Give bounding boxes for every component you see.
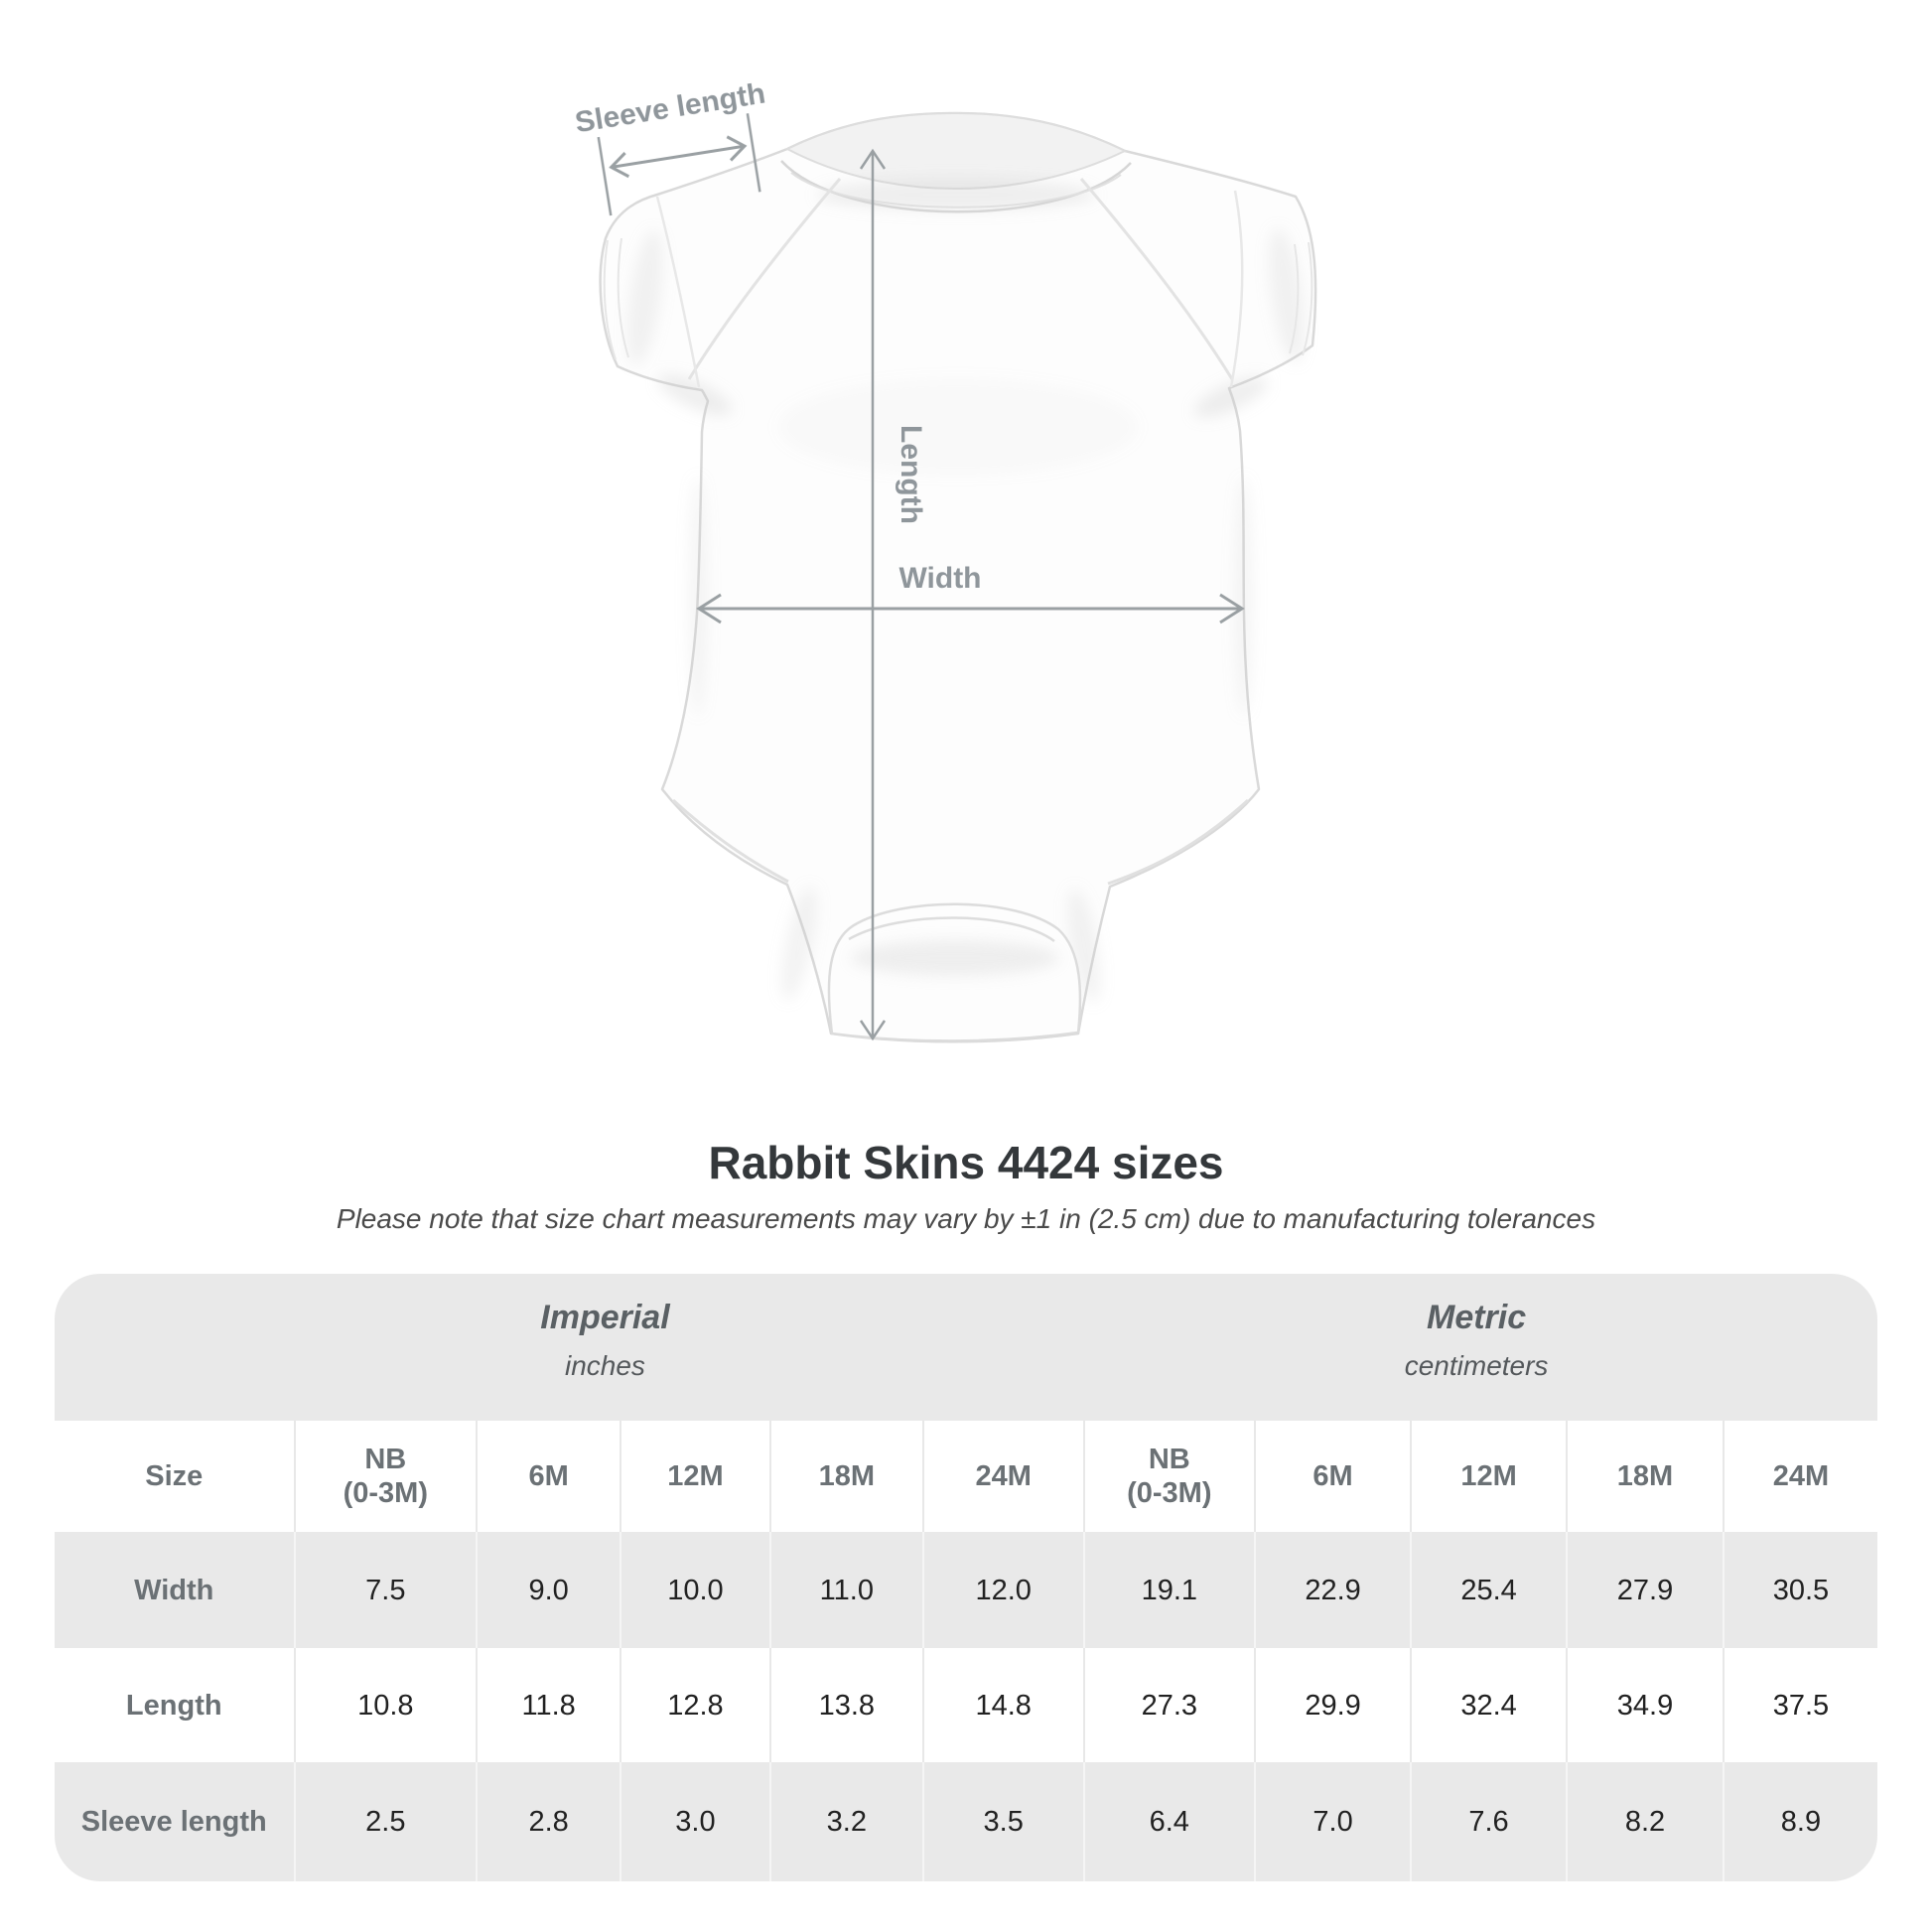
col-header-label: 24M <box>975 1460 1032 1492</box>
table-row-width: Width 7.5 9.0 10.0 11.0 12.0 19.1 22.9 2… <box>55 1532 1877 1648</box>
col-header-label: NB <box>1148 1444 1190 1475</box>
width-arrow <box>696 593 1245 624</box>
length-label: Length <box>895 425 927 524</box>
width-label: Width <box>898 562 981 595</box>
col-header-label: 24M <box>1772 1460 1830 1492</box>
metric-group-label: Metric <box>1427 1299 1527 1336</box>
col-header-label: Size <box>145 1460 204 1492</box>
value-cell: 11.0 <box>768 1532 922 1648</box>
value-cell: 8.9 <box>1722 1762 1877 1881</box>
value-cell: 22.9 <box>1254 1532 1410 1648</box>
page-title: Rabbit Skins 4424 sizes <box>708 1137 1224 1188</box>
sleeve-cuff-right <box>1289 241 1313 356</box>
col-header: 18M <box>768 1421 922 1532</box>
col-header: 24M <box>921 1421 1083 1532</box>
crotch-flap-shadow <box>851 940 1059 976</box>
length-arrow <box>859 148 887 1041</box>
value-cell: 3.5 <box>921 1762 1083 1881</box>
column-header-row: Size NB (0-3M) 6M 12M 18M 24M NB (0-3M) 6M… <box>55 1421 1877 1532</box>
row-label: Sleeve length <box>80 1806 267 1838</box>
bodysuit-illustration: Sleeve length Length Width <box>573 76 1317 1043</box>
value-cell: 34.9 <box>1566 1648 1723 1762</box>
width-annotation: Width <box>696 562 1245 624</box>
col-header: 12M <box>620 1421 769 1532</box>
col-header-label: NB <box>364 1444 407 1475</box>
value-cell: 25.4 <box>1410 1532 1566 1648</box>
leg-binding-right <box>1107 798 1250 886</box>
envelope-seam-right <box>1079 178 1234 380</box>
col-header: 18M <box>1566 1421 1723 1532</box>
value-cell: 6.4 <box>1082 1762 1255 1881</box>
neckline-binding <box>780 160 1132 213</box>
value-cell: 13.8 <box>768 1648 922 1762</box>
col-header: NB (0-3M) <box>293 1421 477 1532</box>
col-header: 6M <box>1254 1421 1410 1532</box>
value-cell: 10.8 <box>293 1648 477 1762</box>
value-cell: 7.0 <box>1254 1762 1410 1881</box>
value-cell: 19.1 <box>1082 1532 1255 1648</box>
value-cell: 3.0 <box>620 1762 769 1881</box>
table-row-length: Length 10.8 11.8 12.8 13.8 14.8 27.3 29.… <box>55 1648 1877 1762</box>
value-cell: 32.4 <box>1410 1648 1566 1762</box>
value-cell: 10.0 <box>620 1532 769 1648</box>
imperial-group-header: Imperial inches <box>540 1298 669 1383</box>
value-cell: 3.2 <box>768 1762 922 1881</box>
value-cell: 30.5 <box>1722 1532 1877 1648</box>
col-header-label: 18M <box>1616 1460 1674 1492</box>
value-cell: 7.5 <box>293 1532 477 1648</box>
metric-group-unit: centimeters <box>1404 1350 1549 1381</box>
envelope-seam-left <box>687 178 842 380</box>
fabric-shading <box>627 179 1305 1003</box>
value-cell: 11.8 <box>476 1648 620 1762</box>
leg-binding-left <box>671 798 789 884</box>
size-chart-table: Imperial inches Metric centimeters Size … <box>55 1274 1877 1881</box>
value-cell: 9.0 <box>476 1532 620 1648</box>
sleeve-length-label: Sleeve length <box>573 76 767 139</box>
col-header: 12M <box>1410 1421 1566 1532</box>
row-label: Width <box>134 1574 214 1606</box>
row-label: Length <box>125 1689 222 1722</box>
col-header-size: Size <box>55 1421 294 1532</box>
armhole-seam-left <box>655 196 701 388</box>
value-cell: 27.3 <box>1082 1648 1255 1762</box>
value-cell: 37.5 <box>1722 1648 1877 1762</box>
value-cell: 12.0 <box>921 1532 1083 1648</box>
col-header-label: 6M <box>528 1460 569 1492</box>
value-cell: 2.5 <box>293 1762 477 1881</box>
value-cell: 8.2 <box>1566 1762 1723 1881</box>
col-header-label: 6M <box>1312 1460 1353 1492</box>
col-header: NB (0-3M) <box>1082 1421 1255 1532</box>
value-cell: 27.9 <box>1566 1532 1723 1648</box>
imperial-group-unit: inches <box>564 1350 645 1381</box>
col-header-sublabel: (0-3M) <box>343 1477 428 1509</box>
value-cell: 14.8 <box>921 1648 1083 1762</box>
table-row-sleeve-length: Sleeve length 2.5 2.8 3.0 3.2 3.5 6.4 7.… <box>55 1762 1877 1881</box>
imperial-group-label: Imperial <box>540 1299 670 1336</box>
length-annotation: Length <box>859 148 927 1041</box>
col-header-label: 18M <box>818 1460 876 1492</box>
col-header-label: 12M <box>667 1460 724 1492</box>
tolerance-note: Please note that size chart measurements… <box>336 1203 1596 1234</box>
col-header: 6M <box>476 1421 620 1532</box>
infant-bodysuit <box>599 111 1317 1043</box>
armhole-seam-right <box>1229 190 1244 388</box>
col-header-label: 12M <box>1460 1460 1517 1492</box>
col-header: 24M <box>1722 1421 1877 1532</box>
metric-group-header: Metric centimeters <box>1405 1298 1549 1383</box>
value-cell: 29.9 <box>1254 1648 1410 1762</box>
unit-group-header: Imperial inches Metric centimeters <box>55 1274 1877 1421</box>
value-cell: 2.8 <box>476 1762 620 1881</box>
value-cell: 12.8 <box>620 1648 769 1762</box>
value-cell: 7.6 <box>1410 1762 1566 1881</box>
col-header-sublabel: (0-3M) <box>1127 1477 1212 1509</box>
sleeve-cuff-left <box>603 237 629 360</box>
sleeve-length-arrow <box>597 113 761 216</box>
crotch-flap-binding <box>848 916 1055 943</box>
